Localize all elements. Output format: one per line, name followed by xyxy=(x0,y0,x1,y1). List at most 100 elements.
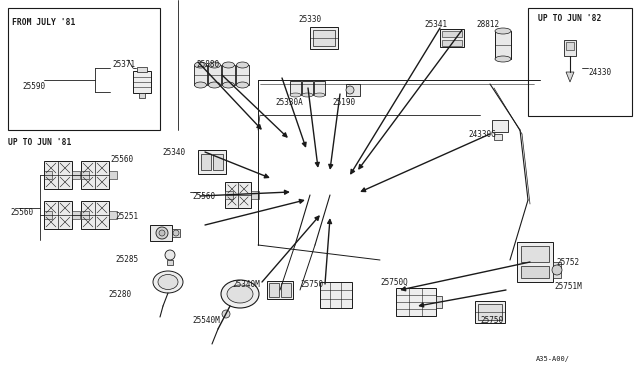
Text: 25540M: 25540M xyxy=(192,316,220,325)
Ellipse shape xyxy=(221,280,259,308)
Bar xyxy=(442,31,462,37)
Text: 25251: 25251 xyxy=(115,212,138,221)
Ellipse shape xyxy=(290,93,301,97)
Bar xyxy=(133,71,151,93)
Text: 25285: 25285 xyxy=(115,255,138,264)
Circle shape xyxy=(552,265,562,275)
Text: 28812: 28812 xyxy=(476,20,499,29)
Ellipse shape xyxy=(195,82,207,88)
Text: 25880: 25880 xyxy=(196,60,219,69)
Text: 25371: 25371 xyxy=(112,60,135,69)
Bar xyxy=(566,42,574,50)
Circle shape xyxy=(159,230,165,236)
Bar xyxy=(109,171,117,179)
Text: 25560: 25560 xyxy=(10,208,33,217)
Bar xyxy=(150,225,172,241)
Bar xyxy=(225,182,251,208)
Text: 24330: 24330 xyxy=(588,68,611,77)
Bar xyxy=(167,260,173,265)
Text: 25750: 25750 xyxy=(300,280,323,289)
Bar xyxy=(494,134,502,140)
Circle shape xyxy=(173,230,179,236)
Bar xyxy=(521,266,549,278)
Ellipse shape xyxy=(495,28,511,34)
Text: 25590: 25590 xyxy=(22,82,45,91)
Text: 25340M: 25340M xyxy=(232,280,260,289)
Bar xyxy=(236,65,249,85)
Bar xyxy=(517,242,553,282)
Ellipse shape xyxy=(153,271,183,293)
Bar xyxy=(310,27,338,49)
Bar xyxy=(290,81,301,95)
Ellipse shape xyxy=(302,93,313,97)
Bar xyxy=(528,8,632,116)
Bar xyxy=(72,211,80,219)
Bar xyxy=(81,211,89,219)
Bar xyxy=(269,283,279,297)
Text: 25330: 25330 xyxy=(298,15,321,24)
Text: 25560: 25560 xyxy=(110,155,133,164)
Ellipse shape xyxy=(195,62,207,68)
Bar xyxy=(267,281,293,299)
Bar xyxy=(109,211,117,219)
Circle shape xyxy=(165,250,175,260)
Bar xyxy=(225,191,233,199)
Bar xyxy=(313,30,335,46)
Text: 25560: 25560 xyxy=(192,192,215,201)
Bar xyxy=(81,171,89,179)
Bar xyxy=(281,283,291,297)
Ellipse shape xyxy=(209,82,221,88)
Bar xyxy=(44,211,52,219)
Bar xyxy=(521,246,549,262)
Ellipse shape xyxy=(223,62,234,68)
Text: 25341: 25341 xyxy=(424,20,447,29)
Bar xyxy=(8,8,160,130)
Bar xyxy=(208,65,221,85)
Text: 24330G: 24330G xyxy=(468,130,496,139)
Bar xyxy=(495,31,511,59)
Bar xyxy=(251,191,259,199)
Circle shape xyxy=(156,227,168,239)
Bar xyxy=(492,120,508,132)
Bar xyxy=(320,282,352,308)
Bar xyxy=(44,171,52,179)
Bar xyxy=(478,304,502,320)
Ellipse shape xyxy=(158,275,178,289)
Bar xyxy=(346,84,360,96)
Bar xyxy=(201,154,211,170)
Bar xyxy=(436,296,442,308)
Text: A35-A00/: A35-A00/ xyxy=(536,356,570,362)
Bar xyxy=(194,65,207,85)
Circle shape xyxy=(222,310,230,318)
Bar xyxy=(314,81,325,95)
Bar xyxy=(553,262,561,278)
Bar xyxy=(81,161,109,189)
Text: UP TO JUN '82: UP TO JUN '82 xyxy=(538,14,602,23)
Text: FROM JULY '81: FROM JULY '81 xyxy=(12,18,76,27)
Bar xyxy=(302,81,313,95)
Ellipse shape xyxy=(314,93,325,97)
Text: UP TO JUN '81: UP TO JUN '81 xyxy=(8,138,72,147)
Text: 25752: 25752 xyxy=(556,258,579,267)
Text: 25751M: 25751M xyxy=(554,282,582,291)
Bar xyxy=(172,229,180,237)
Bar xyxy=(137,67,147,72)
Bar xyxy=(72,171,80,179)
Ellipse shape xyxy=(227,285,253,303)
Text: 25340: 25340 xyxy=(162,148,185,157)
Circle shape xyxy=(346,86,354,94)
Text: 25750Q: 25750Q xyxy=(380,278,408,287)
Bar xyxy=(44,161,72,189)
Ellipse shape xyxy=(209,62,221,68)
Polygon shape xyxy=(566,72,574,82)
Bar xyxy=(442,40,462,46)
Bar xyxy=(213,154,223,170)
Bar xyxy=(81,201,109,229)
Text: 25190: 25190 xyxy=(332,98,355,107)
Text: 25750: 25750 xyxy=(480,316,503,325)
Ellipse shape xyxy=(237,82,248,88)
Ellipse shape xyxy=(495,56,511,62)
Bar xyxy=(44,201,72,229)
Text: 25330A: 25330A xyxy=(275,98,303,107)
Bar xyxy=(440,29,464,47)
